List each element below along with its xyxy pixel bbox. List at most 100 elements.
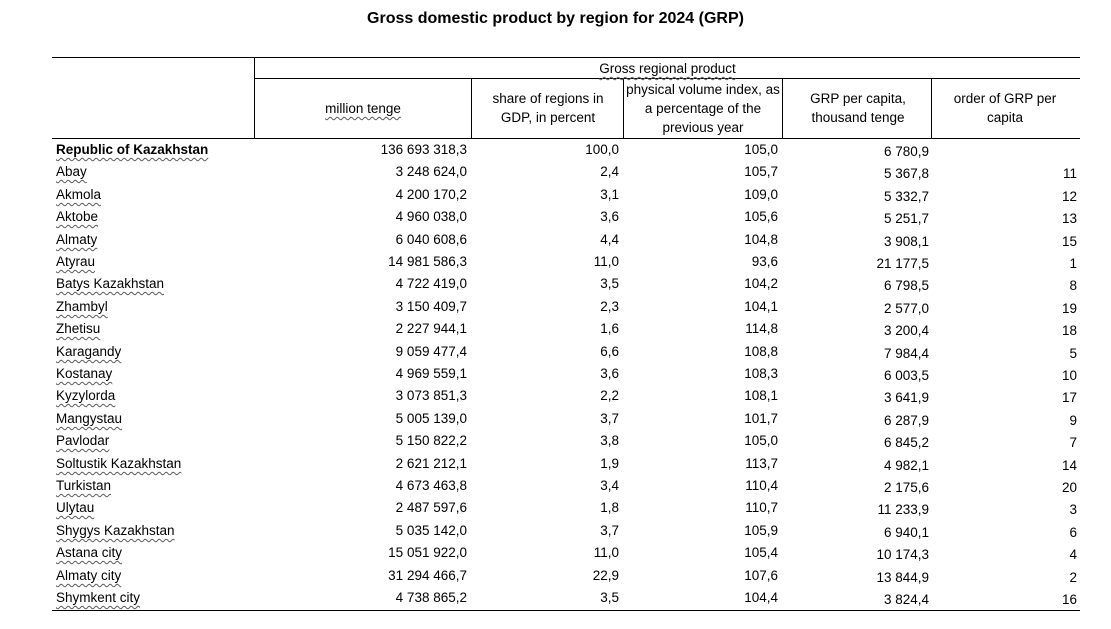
row-million-value: 5 005 139,0 — [395, 411, 467, 426]
row-share-value: 4,4 — [600, 232, 619, 247]
row-share-value: 3,6 — [600, 366, 619, 381]
row-percapita-value: 3 824,4 — [883, 592, 929, 607]
group-header-rule — [254, 78, 1080, 79]
row-order-value: 2 — [1069, 570, 1077, 585]
table-top-rule — [52, 57, 1080, 58]
row-volume-value: 113,7 — [745, 456, 778, 471]
row-percapita-value: 5 332,7 — [883, 189, 929, 204]
row-order-value: 12 — [1061, 189, 1077, 204]
row-share-value: 3,5 — [600, 590, 619, 605]
header-bottom-rule — [52, 138, 1080, 139]
col-header-percapita: GRP per capita, thousand tenge — [810, 91, 906, 125]
row-order-value: 15 — [1061, 234, 1077, 249]
row-order-value: 6 — [1069, 525, 1077, 540]
row-million-value: 15 051 922,0 — [388, 545, 467, 560]
row-volume-value: 104,4 — [744, 590, 778, 605]
row-million-value: 3 248 624,0 — [395, 164, 467, 179]
col-header-order: order of GRP per capita — [953, 91, 1057, 125]
row-percapita-value: 6 798,5 — [883, 278, 929, 293]
row-share-value: 100,0 — [585, 142, 619, 157]
page-title: Gross domestic product by region for 202… — [367, 10, 744, 27]
row-region-name: Atyrau — [56, 254, 96, 269]
row-million-value: 136 693 318,3 — [380, 142, 467, 157]
row-percapita-value: 6 780,9 — [883, 144, 929, 159]
row-percapita-value: 3 200,4 — [883, 323, 929, 338]
row-percapita-value: 13 844,9 — [876, 570, 929, 585]
row-percapita-value: 7 984,4 — [883, 346, 929, 361]
row-million-value: 5 035 142,0 — [395, 523, 467, 538]
group-header: Gross regional product — [599, 61, 736, 76]
row-percapita-value: 3 641,9 — [883, 390, 929, 405]
row-volume-value: 109,0 — [744, 187, 778, 202]
row-volume-value: 107,6 — [744, 568, 778, 583]
row-percapita-value: 10 174,3 — [876, 547, 929, 562]
row-order-value: 13 — [1061, 211, 1077, 226]
row-percapita-value: 6 940,1 — [883, 525, 929, 540]
row-percapita-value: 6 287,9 — [883, 413, 929, 428]
row-million-value: 4 673 463,8 — [395, 478, 467, 493]
row-million-value: 3 073 851,3 — [395, 388, 467, 403]
row-volume-value: 101,7 — [744, 411, 778, 426]
header-divider — [623, 78, 624, 139]
row-share-value: 3,6 — [600, 209, 619, 224]
row-order-value: 14 — [1061, 458, 1077, 473]
row-order-value: 20 — [1061, 480, 1077, 495]
row-million-value: 4 969 559,1 — [395, 366, 467, 381]
row-region-name: Abay — [56, 164, 87, 179]
row-share-value: 22,9 — [592, 568, 619, 583]
row-percapita-value: 3 908,1 — [883, 234, 929, 249]
row-percapita-value: 2 577,0 — [883, 301, 929, 316]
row-order-value: 1 — [1069, 256, 1077, 271]
row-million-value: 6 040 608,6 — [395, 232, 467, 247]
row-share-value: 11,0 — [593, 545, 619, 560]
row-order-value: 16 — [1061, 592, 1077, 607]
row-region-name: Zhetisu — [56, 321, 101, 336]
row-order-value: 9 — [1069, 413, 1077, 428]
row-region-name: Zhambyl — [56, 299, 108, 314]
row-share-value: 11,0 — [593, 254, 619, 269]
row-million-value: 2 227 944,1 — [395, 321, 467, 336]
row-percapita-value: 2 175,6 — [883, 480, 929, 495]
col-header-share: share of regions in GDP, in percent — [492, 91, 604, 125]
row-region-name: Ulytau — [56, 500, 95, 515]
row-million-value: 5 150 822,2 — [395, 433, 467, 448]
row-million-value: 4 960 038,0 — [395, 209, 467, 224]
row-volume-value: 104,1 — [744, 299, 778, 314]
row-percapita-value: 6 003,5 — [883, 368, 929, 383]
row-region-name: Aktobe — [56, 209, 99, 224]
row-percapita-value: 5 367,8 — [883, 166, 929, 181]
row-region-name: Astana city — [56, 545, 123, 560]
row-order-value: 18 — [1061, 323, 1077, 338]
header-divider — [782, 78, 783, 139]
row-region-name: Soltustik Kazakhstan — [56, 456, 182, 471]
row-order-value: 5 — [1069, 346, 1077, 361]
row-volume-value: 110,7 — [745, 500, 778, 515]
row-million-value: 9 059 477,4 — [395, 344, 467, 359]
row-share-value: 2,2 — [600, 388, 619, 403]
row-share-value: 3,5 — [600, 276, 619, 291]
row-percapita-value: 5 251,7 — [883, 211, 929, 226]
row-volume-value: 104,8 — [744, 232, 778, 247]
header-divider — [471, 78, 472, 139]
row-region-name: Mangystau — [56, 411, 123, 426]
row-order-value: 11 — [1062, 166, 1077, 181]
row-million-value: 4 722 419,0 — [395, 276, 467, 291]
row-volume-value: 93,6 — [751, 254, 778, 269]
row-region-name: Republic of Kazakhstan — [56, 142, 209, 157]
row-volume-value: 105,0 — [744, 433, 778, 448]
row-volume-value: 105,4 — [744, 545, 778, 560]
row-share-value: 3,7 — [600, 523, 619, 538]
row-share-value: 1,8 — [600, 500, 619, 515]
row-volume-value: 105,7 — [744, 164, 778, 179]
row-volume-value: 105,0 — [744, 142, 778, 157]
row-percapita-value: 6 845,2 — [883, 435, 929, 450]
row-region-name: Karagandy — [56, 344, 122, 359]
row-order-value: 17 — [1061, 390, 1077, 405]
row-share-value: 3,4 — [600, 478, 619, 493]
row-order-value: 19 — [1061, 301, 1077, 316]
row-percapita-value: 21 177,5 — [876, 256, 929, 271]
col-header-million: million tenge — [325, 101, 401, 116]
row-order-value: 3 — [1069, 502, 1077, 517]
row-percapita-value: 4 982,1 — [883, 458, 929, 473]
row-share-value: 3,8 — [600, 433, 619, 448]
